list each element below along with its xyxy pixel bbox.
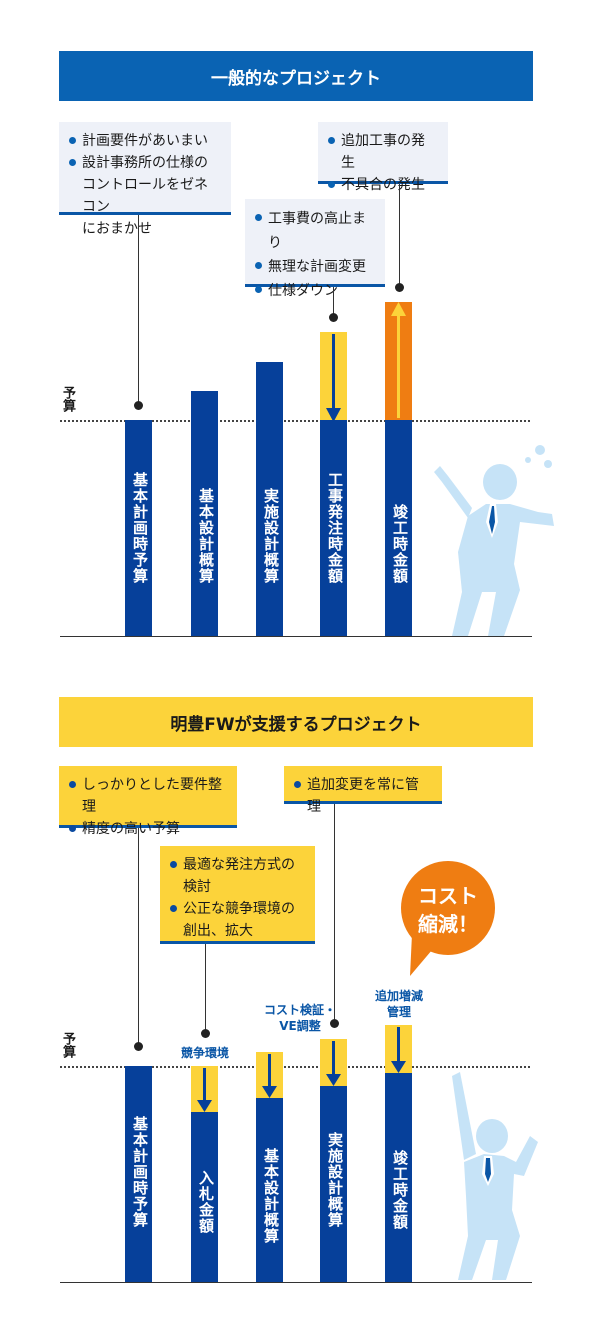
note-bullet: 工事費の高止まり	[255, 207, 375, 255]
note-text: 追加工事の発生	[341, 133, 425, 171]
note-bullet: 精度の高い予算	[69, 818, 227, 840]
bar-label: 工事発注時金額	[326, 472, 344, 584]
annotation-change-management: 追加増減 管理	[374, 989, 423, 1019]
bullet-icon	[69, 781, 76, 788]
section1-note-1: 計画要件があいまい 設計事務所の仕様の コントロールをゼネコン におまかせ	[59, 122, 231, 237]
note-text: 設計事務所の仕様の コントロールをゼネコン におまかせ	[82, 155, 208, 237]
bar-label: 基本設計概算	[262, 1148, 280, 1244]
annotation-competition: 競争環境	[180, 1046, 229, 1060]
leader-line	[334, 804, 335, 1020]
bar-detailed-design-estimate	[256, 362, 283, 636]
leader-dot	[395, 283, 404, 292]
down-arrow-icon	[391, 1027, 406, 1073]
leader-line	[399, 184, 400, 287]
note-bullet: 最適な発注方式の 検討	[170, 854, 305, 898]
baseline	[60, 636, 532, 637]
bar-order-amount	[320, 420, 347, 636]
bullet-icon	[255, 286, 262, 293]
leader-dot	[201, 1029, 210, 1038]
note-text: 最適な発注方式の 検討	[183, 857, 295, 895]
leader-dot	[330, 1019, 339, 1028]
note-text: 無理な計画変更	[268, 259, 366, 275]
note-text: 追加変更を常に管理	[307, 777, 419, 815]
bubble-text: コスト 縮減！	[418, 884, 478, 936]
note-bullet: 不具合の発生	[328, 174, 438, 196]
bullet-icon	[69, 825, 76, 832]
leader-line	[205, 944, 206, 1030]
bar-basic-design-estimate	[256, 1098, 283, 1282]
annotation-cost-ve: コスト検証・ VE調整	[263, 1003, 336, 1033]
leader-dot	[329, 313, 338, 322]
note-bullet: 無理な計画変更	[255, 255, 375, 279]
bar-completion-amount	[385, 420, 412, 636]
bullet-icon	[328, 137, 335, 144]
note-text: 公正な競争環境の 創出、拡大	[183, 901, 295, 939]
down-arrow-icon	[326, 334, 341, 422]
leader-line	[138, 215, 139, 405]
down-arrow-icon	[326, 1041, 341, 1086]
budget-label: 予算	[60, 386, 75, 412]
note-bullet: 追加工事の発生	[328, 130, 438, 174]
section1-note-3: 追加工事の発生 不具合の発生	[318, 122, 448, 193]
bullet-icon	[255, 262, 262, 269]
up-arrow-icon	[391, 302, 406, 418]
section1-note-2: 工事費の高止まり 無理な計画変更 仕様ダウン	[245, 199, 385, 299]
note-text: 仕様ダウン	[268, 283, 338, 299]
leader-line	[138, 828, 139, 1046]
note-bullet: しっかりとした要件整理	[69, 774, 227, 818]
leader-line	[333, 287, 334, 317]
bullet-icon	[170, 905, 177, 912]
note-bullet: 追加変更を常に管理	[294, 774, 432, 818]
budget-line	[60, 1066, 530, 1068]
section2-note-2: 最適な発注方式の 検討 公正な競争環境の 創出、拡大	[160, 846, 315, 944]
section2-title: 明豊FWが支援するプロジェクト	[59, 697, 533, 747]
worried-person-icon	[434, 445, 554, 636]
note-text: 計画要件があいまい	[82, 133, 208, 149]
bullet-icon	[294, 781, 301, 788]
note-bullet: 計画要件があいまい	[69, 130, 221, 152]
leader-dot	[134, 1042, 143, 1051]
down-arrow-icon	[262, 1054, 277, 1098]
budget-line	[60, 420, 530, 422]
bullet-icon	[170, 861, 177, 868]
section2-note-1: しっかりとした要件整理 精度の高い予算	[59, 766, 237, 837]
budget-label: 予算	[60, 1032, 75, 1058]
note-bullet: 仕様ダウン	[255, 279, 375, 303]
cost-reduction-bubble	[401, 861, 495, 976]
section1-title: 一般的なプロジェクト	[59, 51, 533, 101]
bar-label: 実施設計概算	[326, 1132, 344, 1228]
bar-label: 実施設計概算	[262, 488, 280, 584]
bar-label: 竣工時金額	[391, 504, 409, 584]
bar-label: 基本設計概算	[197, 488, 215, 584]
cheering-person-icon	[452, 1072, 538, 1280]
note-bullet: 設計事務所の仕様の コントロールをゼネコン におまかせ	[69, 152, 221, 240]
bar-label: 基本計画時予算	[131, 1116, 149, 1228]
bullet-icon	[69, 137, 76, 144]
bar-basic-design-estimate	[191, 391, 218, 636]
note-bullet: 公正な競争環境の 創出、拡大	[170, 898, 305, 942]
baseline	[60, 1282, 532, 1283]
note-text: 工事費の高止まり	[268, 211, 366, 251]
bullet-icon	[328, 181, 335, 188]
bar-basic-plan-budget	[125, 1066, 152, 1282]
bar-detailed-design-estimate	[320, 1086, 347, 1282]
note-text: 不具合の発生	[341, 177, 425, 193]
down-arrow-icon	[197, 1068, 212, 1112]
leader-dot	[134, 401, 143, 410]
bullet-icon	[255, 214, 262, 221]
bar-completion-amount	[385, 1073, 412, 1282]
bar-basic-plan-budget	[125, 420, 152, 636]
bullet-icon	[69, 159, 76, 166]
bar-label: 基本計画時予算	[131, 472, 149, 584]
bar-label: 入札金額	[197, 1170, 215, 1234]
note-text: しっかりとした要件整理	[82, 777, 222, 815]
bar-bid-amount	[191, 1112, 218, 1282]
section2-note-3: 追加変更を常に管理	[284, 766, 442, 815]
bar-label: 竣工時金額	[391, 1150, 409, 1230]
note-text: 精度の高い予算	[82, 821, 180, 837]
